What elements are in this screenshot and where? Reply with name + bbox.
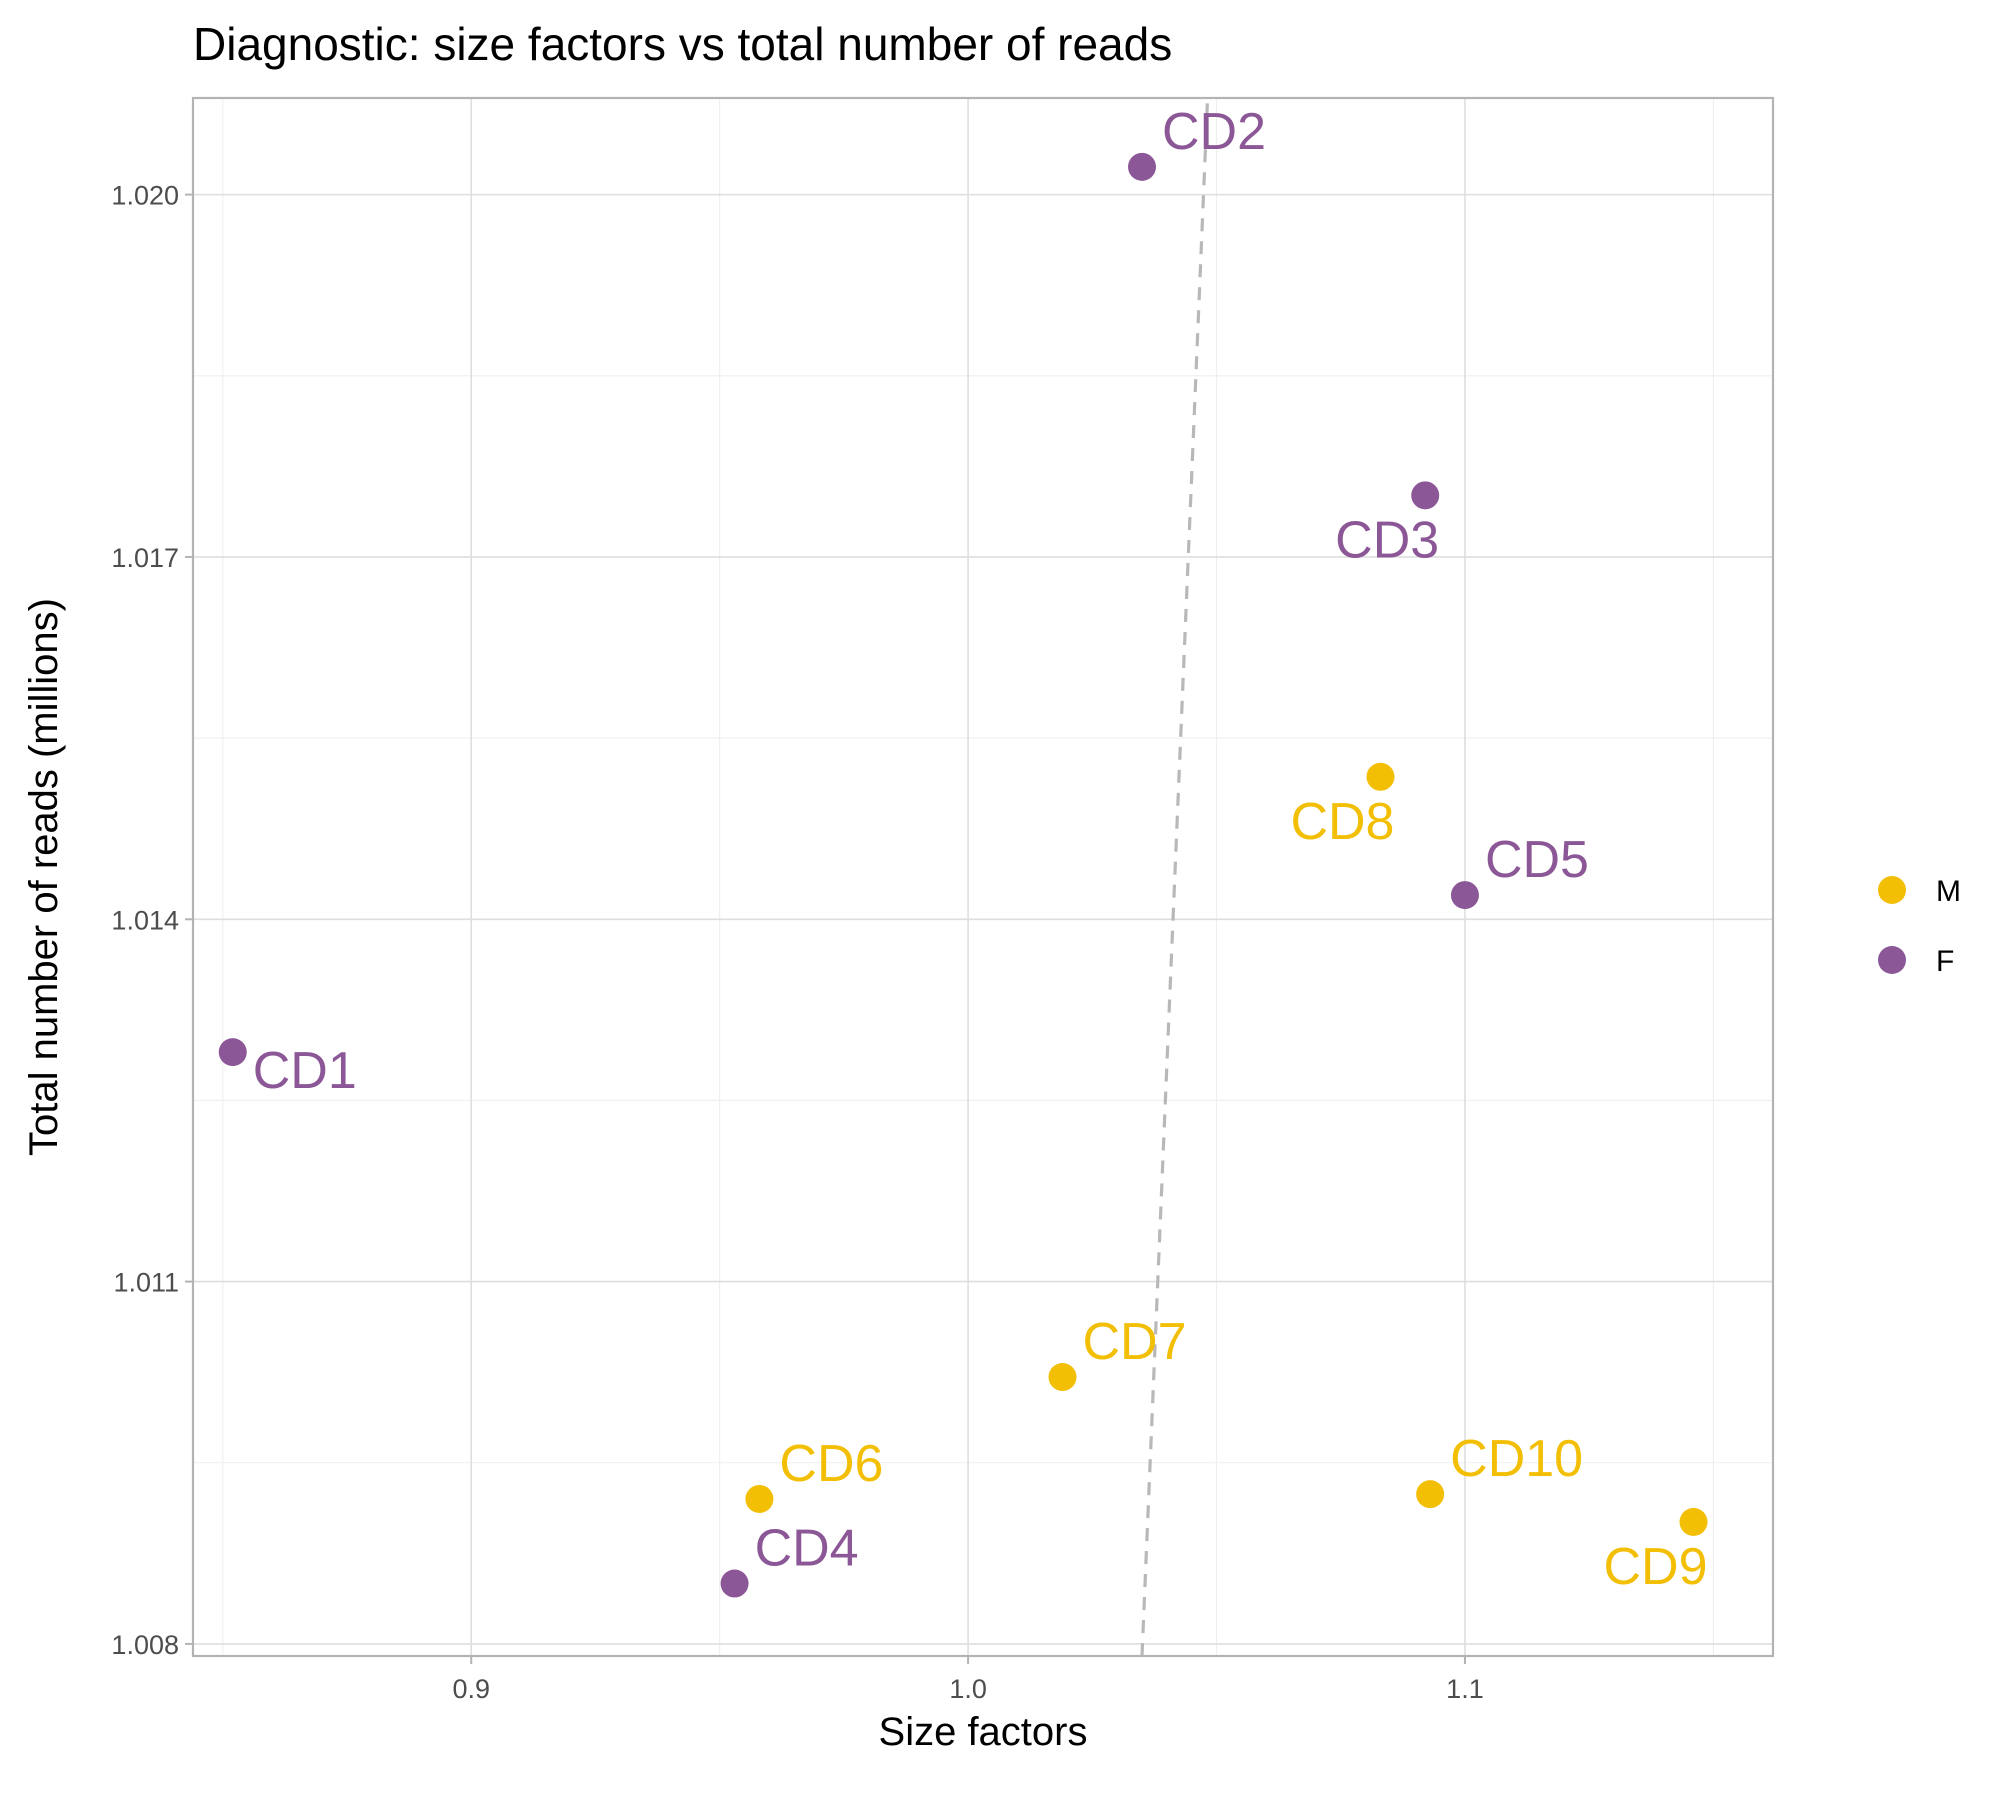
x-axis: 0.9 1.0 1.1	[452, 1656, 1484, 1704]
point-label-cd6: CD6	[779, 1435, 883, 1493]
y-tick-label: 1.014	[111, 905, 179, 935]
point-label-cd1: CD1	[253, 1042, 357, 1100]
legend: MF	[1878, 875, 1961, 978]
y-tick-label: 1.011	[113, 1268, 179, 1298]
chart-title: Diagnostic: size factors vs total number…	[193, 18, 1172, 70]
y-axis: 1.008 1.011 1.014 1.017 1.020	[111, 181, 193, 1660]
grid-minor	[193, 98, 1773, 1656]
legend-label-m: M	[1936, 875, 1961, 908]
legend-swatch-m	[1878, 876, 1906, 904]
point-label-cd4: CD4	[755, 1520, 859, 1578]
point-label-cd8: CD8	[1290, 793, 1394, 851]
plot-panel-border	[191, 96, 1775, 1658]
points-layer	[218, 152, 1708, 1598]
data-point-cd10	[1416, 1480, 1445, 1509]
reference-line-layer	[1140, 97, 1210, 1657]
data-point-cd3	[1411, 481, 1440, 510]
point-label-cd9: CD9	[1603, 1538, 1707, 1596]
point-label-cd5: CD5	[1485, 831, 1589, 889]
x-tick-label: 0.9	[452, 1674, 490, 1704]
reference-line	[1140, 97, 1210, 1657]
data-point-cd4	[720, 1569, 749, 1598]
point-labels-layer: CD6 CD7 CD8 CD9 CD10 CD1 CD2 CD3 CD4 CD5	[253, 103, 1708, 1596]
point-label-cd7: CD7	[1082, 1313, 1186, 1371]
x-tick-label: 1.0	[949, 1674, 987, 1704]
y-tick-label: 1.017	[111, 543, 179, 573]
point-label-cd3: CD3	[1335, 511, 1439, 569]
y-tick-label: 1.008	[111, 1630, 179, 1660]
x-axis-title: Size factors	[879, 1710, 1088, 1754]
x-tick-label: 1.1	[1446, 1674, 1484, 1704]
data-point-cd2	[1127, 152, 1156, 181]
point-label-cd10: CD10	[1450, 1430, 1583, 1488]
data-point-cd9	[1679, 1507, 1708, 1536]
y-tick-label: 1.020	[111, 181, 179, 211]
data-point-cd7	[1048, 1363, 1077, 1392]
y-axis-title: Total number of reads (millions)	[22, 598, 66, 1156]
legend-label-f: F	[1936, 945, 1954, 978]
data-point-cd6	[745, 1484, 774, 1513]
grid-major	[193, 98, 1773, 1656]
point-label-cd2: CD2	[1162, 103, 1266, 161]
legend-swatch-f	[1878, 946, 1906, 974]
data-point-cd5	[1450, 881, 1479, 910]
data-point-cd8	[1366, 762, 1395, 791]
data-point-cd1	[218, 1038, 247, 1067]
